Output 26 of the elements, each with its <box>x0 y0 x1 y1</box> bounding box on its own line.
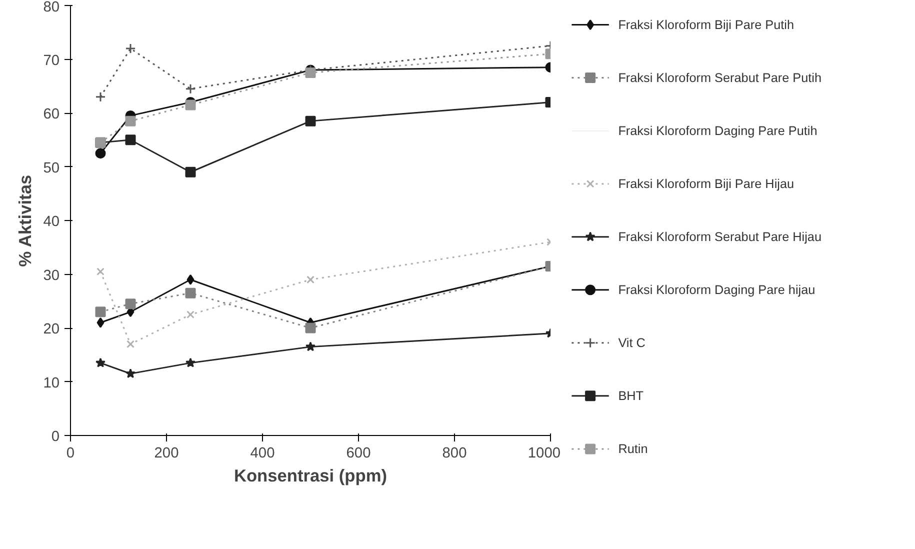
x-tick-label: 400 <box>250 446 275 462</box>
legend-label: Fraksi Kloroform Serabut Pare Hijau <box>618 230 822 244</box>
y-tick-label: 30 <box>43 268 60 284</box>
y-tick-label: 80 <box>43 0 60 16</box>
y-tick-label: 10 <box>43 375 60 392</box>
y-axis-title: % Aktivitas <box>15 174 36 267</box>
x-tick-label: 800 <box>442 446 467 462</box>
x-tick-label: 200 <box>154 446 179 462</box>
legend-label: Fraksi Kloroform Biji Pare Hijau <box>618 176 794 191</box>
y-tick-label: 0 <box>51 429 60 445</box>
y-tick-label: 50 <box>43 160 60 176</box>
legend-label: Rutin <box>618 442 648 456</box>
y-tick-label: 70 <box>43 52 60 69</box>
legend-label: Fraksi Kloroform Serabut Pare Putih <box>618 70 822 85</box>
legend-label: Fraksi Kloroform Daging Pare hijau <box>618 282 816 297</box>
x-tick-label: 600 <box>346 446 371 462</box>
legend-label: Fraksi Kloroform Daging Pare Putih <box>618 124 818 138</box>
x-tick-label: 0 <box>66 446 75 462</box>
y-tick-label: 60 <box>43 106 60 122</box>
y-tick-label: 40 <box>43 214 60 230</box>
x-tick-label: 1000 <box>528 446 561 462</box>
legend-label: Fraksi Kloroform Biji Pare Putih <box>618 18 794 32</box>
x-axis-title: Konsentrasi (ppm) <box>234 466 388 486</box>
legend-label: BHT <box>618 388 644 403</box>
legend-label: Vit C <box>618 336 646 350</box>
y-tick-label: 20 <box>43 322 60 338</box>
